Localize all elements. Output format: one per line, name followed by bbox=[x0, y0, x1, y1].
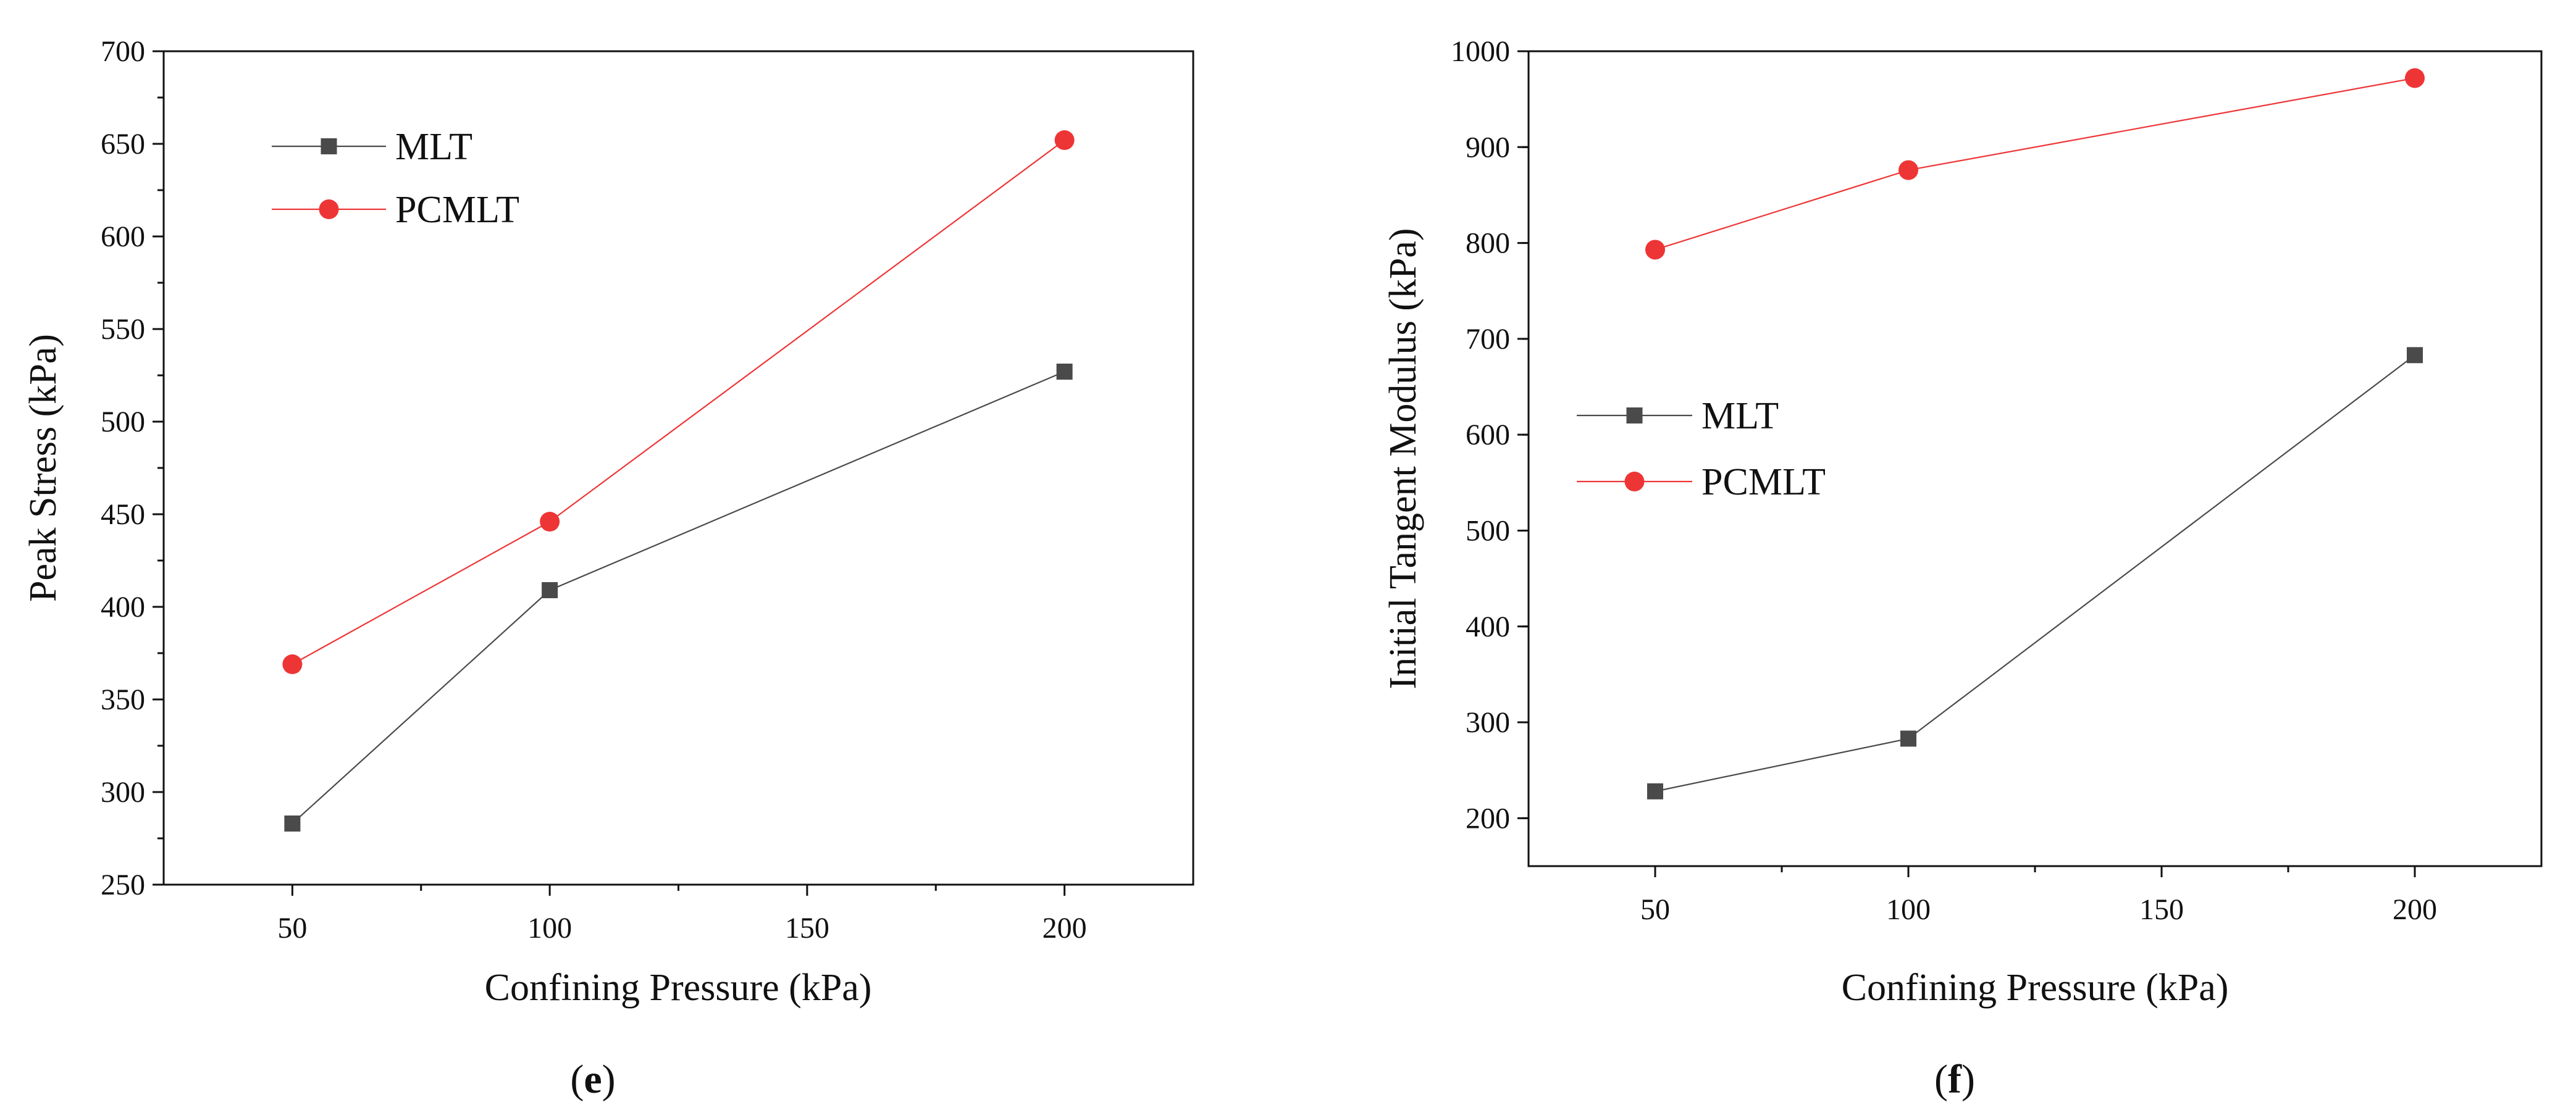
y-axis-title: Peak Stress (kPa) bbox=[22, 334, 64, 602]
y-tick-label: 500 bbox=[1466, 514, 1510, 547]
x-tick-label: 50 bbox=[277, 912, 307, 945]
series-line-mlt bbox=[292, 370, 1065, 824]
y-axis-title: Initial Tangent Modulus (kPa) bbox=[1382, 228, 1424, 689]
x-tick-label: 150 bbox=[2139, 893, 2184, 926]
chart-peak-stress: 250 300 350 400 450 500 550 600 650 700 50 100 150 20… bbox=[22, 35, 1194, 1102]
y-tick-label: 400 bbox=[1466, 611, 1510, 643]
data-point-pcmlt bbox=[1898, 160, 1918, 180]
y-tick-label: 300 bbox=[101, 776, 145, 809]
data-point-mlt bbox=[542, 582, 558, 598]
x-tick-label: 100 bbox=[1886, 893, 1931, 926]
data-point-pcmlt bbox=[282, 654, 303, 674]
data-point-mlt bbox=[2407, 347, 2423, 364]
panel-letter: f bbox=[1948, 1057, 1962, 1102]
legend-marker-mlt bbox=[321, 138, 337, 154]
data-point-pcmlt bbox=[1645, 240, 1665, 260]
plot-frame bbox=[1527, 50, 2543, 867]
y-tick-label: 200 bbox=[1466, 802, 1510, 835]
y-tick-label: 800 bbox=[1466, 227, 1510, 260]
y-tick-label: 500 bbox=[101, 406, 145, 438]
data-point-mlt bbox=[1647, 783, 1663, 799]
legend-marker-mlt bbox=[1626, 407, 1643, 423]
x-axis-title: Confining Pressure (kPa) bbox=[1842, 967, 2229, 1009]
data-point-mlt bbox=[284, 816, 301, 832]
panel-label: (f) bbox=[1934, 1057, 1975, 1102]
data-point-pcmlt bbox=[2405, 68, 2425, 88]
x-tick-label: 100 bbox=[527, 912, 572, 945]
legend-label-pcmlt: PCMLT bbox=[395, 189, 519, 231]
y-tick-label: 300 bbox=[1466, 706, 1510, 739]
legend-marker-pcmlt bbox=[319, 199, 339, 219]
legend: MLT PCMLT bbox=[1577, 395, 1826, 503]
legend-label-pcmlt: PCMLT bbox=[1701, 461, 1826, 503]
y-tick-label: 700 bbox=[101, 35, 145, 68]
legend: MLT PCMLT bbox=[272, 126, 519, 231]
y-tick-label: 350 bbox=[101, 683, 145, 716]
legend-label-mlt: MLT bbox=[1701, 395, 1779, 437]
series-line-pcmlt bbox=[1655, 77, 2415, 251]
legend-marker-pcmlt bbox=[1624, 472, 1645, 491]
y-tick-label: 700 bbox=[1466, 323, 1510, 356]
y-tick-label: 650 bbox=[101, 128, 145, 161]
y-tick-label: 900 bbox=[1466, 131, 1510, 164]
plot-frame bbox=[162, 50, 1194, 886]
data-point-mlt bbox=[1900, 730, 1916, 747]
data-point-mlt bbox=[1056, 364, 1073, 380]
panel-label: (e) bbox=[570, 1057, 615, 1102]
y-tick-label: 550 bbox=[101, 313, 145, 346]
y-tick-label: 600 bbox=[101, 220, 145, 253]
x-tick-label: 200 bbox=[2393, 893, 2437, 926]
x-tick-label: 200 bbox=[1043, 912, 1087, 945]
panel-letter: e bbox=[584, 1057, 602, 1102]
legend-label-mlt: MLT bbox=[395, 126, 472, 168]
y-tick-label: 1000 bbox=[1451, 35, 1510, 68]
y-tick-label: 450 bbox=[101, 498, 145, 531]
data-point-pcmlt bbox=[540, 512, 560, 532]
x-axis-title: Confining Pressure (kPa) bbox=[485, 967, 872, 1009]
data-point-pcmlt bbox=[1054, 130, 1075, 150]
y-tick-label: 600 bbox=[1466, 419, 1510, 451]
y-tick-label: 250 bbox=[101, 869, 145, 901]
y-tick-label: 400 bbox=[101, 591, 145, 624]
x-tick-label: 150 bbox=[785, 912, 829, 945]
x-tick-label: 50 bbox=[1640, 893, 1670, 926]
